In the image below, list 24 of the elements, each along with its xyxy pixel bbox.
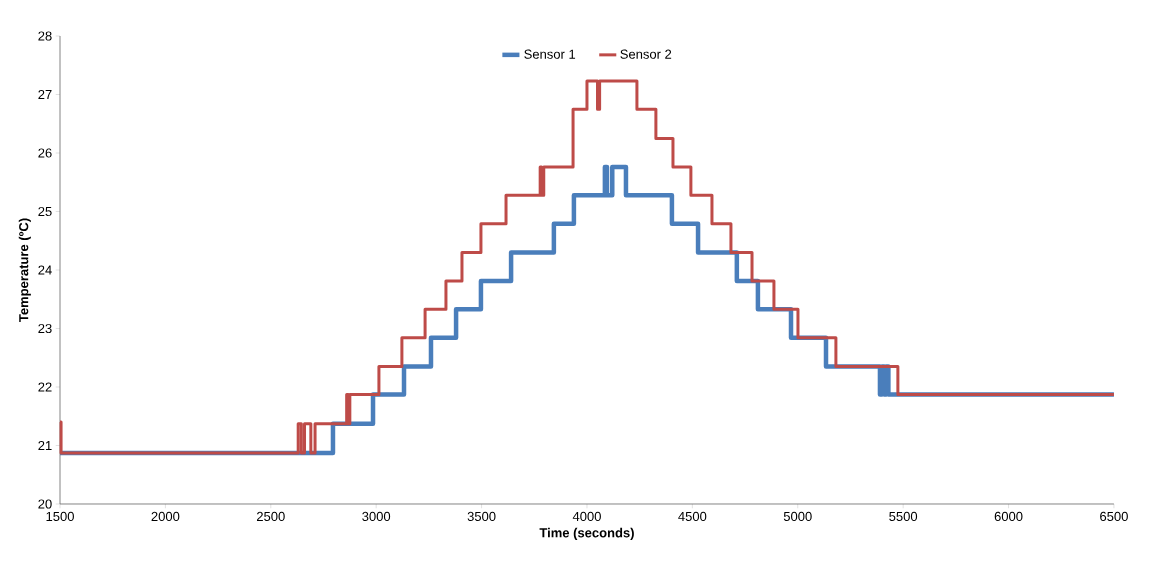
x-tick-label: 5000: [783, 511, 812, 522]
x-tick-label: 4500: [678, 511, 707, 522]
legend-label: Sensor 2: [620, 49, 672, 59]
y-tick-label: 22: [38, 382, 52, 392]
y-tick-label: 21: [38, 440, 52, 451]
x-tick-label: 4000: [572, 511, 601, 522]
y-tick-label: 25: [38, 206, 52, 217]
legend-label: Sensor 1: [524, 49, 576, 59]
x-tick-label: 3500: [467, 511, 496, 522]
x-tick-label: 2500: [256, 511, 285, 522]
y-tick-label: 23: [38, 323, 52, 334]
x-tick-label: 6000: [994, 511, 1023, 522]
x-tick-label: 1500: [46, 511, 74, 522]
y-tick-label: 28: [38, 31, 52, 41]
x-tick-label: 6500: [1100, 511, 1128, 522]
y-tick-label: 27: [38, 89, 52, 100]
y-tick-label: 26: [38, 148, 52, 158]
y-tick-label: 20: [38, 499, 52, 509]
x-tick-label: 3000: [362, 511, 391, 522]
x-axis-title: Time (seconds): [539, 527, 634, 540]
x-tick-label: 5500: [889, 511, 918, 522]
y-axis-title: Temperature (ºC): [18, 218, 31, 322]
y-tick-label: 24: [38, 265, 52, 275]
x-tick-label: 2000: [151, 511, 180, 522]
